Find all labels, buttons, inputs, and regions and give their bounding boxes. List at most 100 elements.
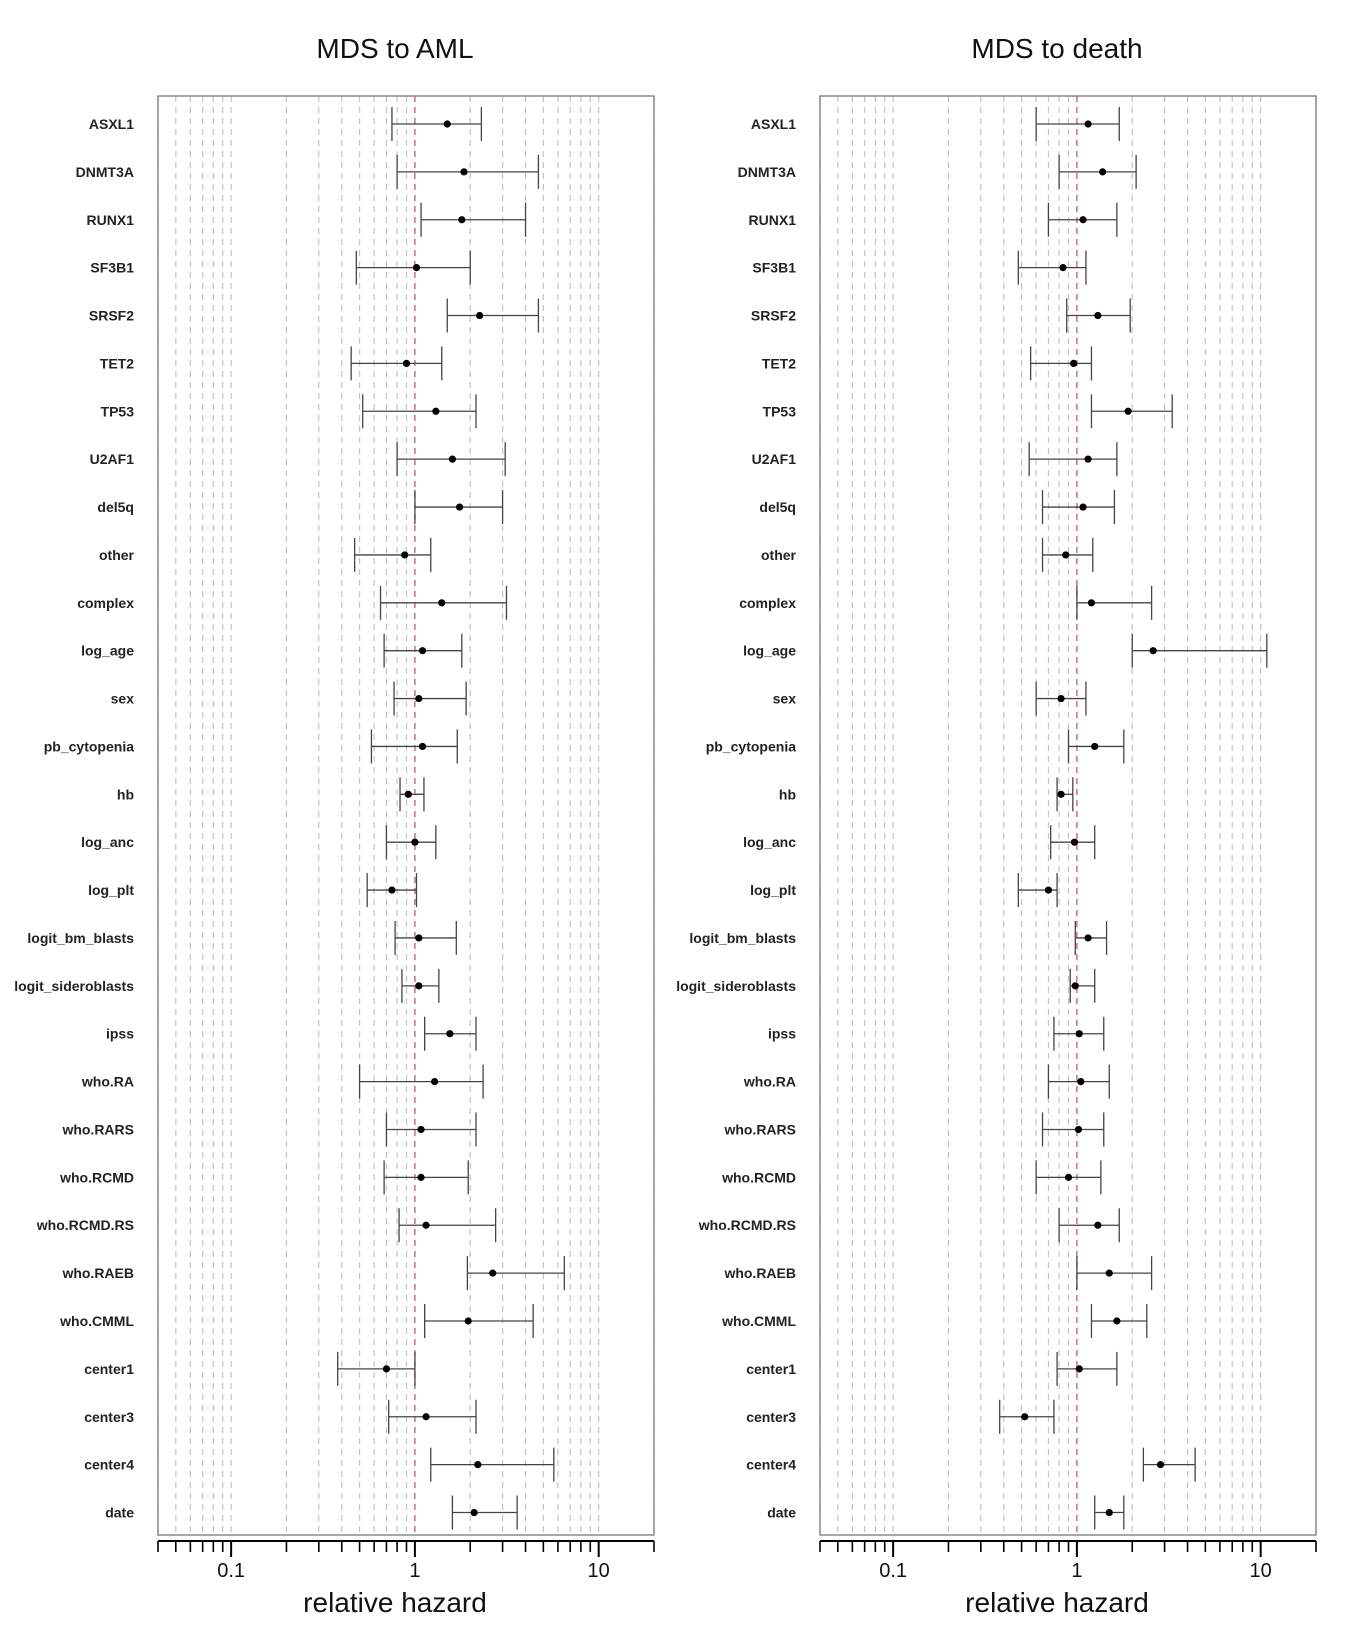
variable-label: log_age — [743, 643, 796, 659]
variable-label: date — [767, 1505, 796, 1521]
variable-label: center4 — [746, 1457, 796, 1473]
x-axis-title: relative hazard — [303, 1587, 487, 1618]
estimate-point — [1077, 1078, 1085, 1086]
estimate-point — [1059, 264, 1067, 272]
panel-title: MDS to death — [971, 33, 1142, 64]
estimate-point — [1070, 838, 1079, 846]
variable-label: TET2 — [100, 355, 134, 371]
estimate-point — [1079, 216, 1087, 224]
estimate-point — [388, 886, 396, 894]
variable-label: log_plt — [750, 882, 796, 898]
estimate-point — [1113, 1317, 1121, 1325]
x-tick-label: 10 — [1250, 1560, 1272, 1582]
panel-2: MDS to death ASXL1 DNMT3A RUNX1 SF3B1 SRSF2 TE… — [676, 33, 1317, 1618]
estimate-point — [1070, 359, 1078, 367]
variable-label: who.RARS — [723, 1121, 796, 1137]
variable-label: sex — [111, 691, 135, 707]
variable-label: other — [761, 547, 797, 563]
variable-label: TP53 — [763, 403, 797, 419]
estimate-point — [402, 359, 411, 367]
variable-label: who.RCMD.RS — [36, 1217, 134, 1233]
x-axis-title: relative hazard — [965, 1587, 1149, 1618]
variable-label: SRSF2 — [751, 308, 796, 324]
estimate-point — [448, 455, 457, 463]
variable-label: center4 — [84, 1457, 134, 1473]
estimate-point — [446, 1030, 454, 1038]
estimate-point — [1075, 1365, 1083, 1373]
estimate-point — [470, 1508, 478, 1517]
plot-frame — [157, 95, 655, 1536]
estimate-point — [1105, 1508, 1113, 1517]
estimate-point — [489, 1269, 497, 1277]
variable-label: TET2 — [762, 355, 796, 371]
estimate-point — [455, 503, 464, 511]
estimate-point — [1084, 934, 1092, 942]
variable-label: SF3B1 — [752, 260, 796, 276]
estimate-point — [415, 982, 423, 990]
estimate-point — [432, 407, 440, 415]
estimate-point — [1079, 503, 1087, 511]
variable-label: logit_bm_blasts — [27, 930, 134, 946]
variable-label: who.RA — [81, 1074, 134, 1090]
estimate-point — [1064, 1173, 1073, 1181]
estimate-point — [1021, 1413, 1029, 1421]
variable-label: ipss — [768, 1026, 796, 1042]
variable-label: who.RAEB — [61, 1265, 134, 1281]
variable-label: date — [105, 1505, 134, 1521]
variable-label: log_age — [81, 643, 134, 659]
estimate-point — [1124, 407, 1132, 415]
estimate-point — [382, 1365, 391, 1373]
x-tick-label: 1 — [409, 1560, 420, 1582]
estimate-point — [474, 1461, 482, 1469]
variable-label: who.RAEB — [723, 1265, 796, 1281]
estimate-point — [417, 1125, 425, 1134]
estimate-point — [1149, 647, 1157, 655]
variable-label: complex — [77, 595, 134, 611]
x-tick-label: 0.1 — [879, 1560, 907, 1582]
estimate-point — [1057, 790, 1065, 798]
estimate-point — [415, 694, 423, 703]
estimate-point — [438, 599, 446, 607]
variable-label: who.RCMD.RS — [698, 1217, 796, 1233]
variable-label: center3 — [746, 1409, 796, 1425]
variable-label: hb — [779, 786, 796, 802]
variable-label: who.CMML — [59, 1313, 134, 1329]
variable-label: other — [99, 547, 135, 563]
estimate-point — [422, 1413, 430, 1421]
variable-label: who.RCMD — [59, 1169, 134, 1185]
estimate-point — [1044, 886, 1053, 894]
variable-label: who.CMML — [721, 1313, 796, 1329]
estimate-point — [443, 120, 451, 128]
estimate-point — [411, 838, 419, 846]
variable-label: hb — [117, 786, 134, 802]
plot-frame — [819, 95, 1317, 1536]
estimate-point — [1087, 599, 1096, 607]
variable-label: RUNX1 — [87, 212, 135, 228]
variable-label: logit_sideroblasts — [676, 978, 796, 994]
variable-label: pb_cytopenia — [706, 738, 796, 754]
estimate-point — [1084, 120, 1092, 128]
variable-label: SRSF2 — [89, 308, 134, 324]
x-tick-label: 1 — [1071, 1560, 1082, 1582]
variable-label: log_anc — [81, 834, 134, 850]
estimate-point — [415, 934, 423, 942]
estimate-point — [476, 311, 484, 320]
estimate-point — [431, 1078, 439, 1086]
variable-label: sex — [773, 691, 797, 707]
estimate-point — [422, 1221, 430, 1229]
estimate-point — [417, 1173, 425, 1181]
variable-label: ASXL1 — [89, 116, 134, 132]
estimate-point — [460, 168, 468, 176]
estimate-point — [1099, 168, 1107, 176]
panel-title: MDS to AML — [316, 33, 473, 64]
estimate-point — [418, 742, 427, 751]
variable-label: SF3B1 — [90, 260, 134, 276]
variable-label: U2AF1 — [90, 451, 135, 467]
panel-1: MDS to AML ASXL1 DNMT3A RUNX1 SF3B1 SRSF2 TET2… — [14, 33, 655, 1618]
estimate-point — [1094, 1221, 1102, 1229]
estimate-point — [1074, 1125, 1083, 1134]
variable-label: RUNX1 — [749, 212, 797, 228]
variable-label: pb_cytopenia — [44, 738, 134, 754]
variable-label: center1 — [84, 1361, 134, 1377]
estimate-point — [1084, 455, 1092, 463]
